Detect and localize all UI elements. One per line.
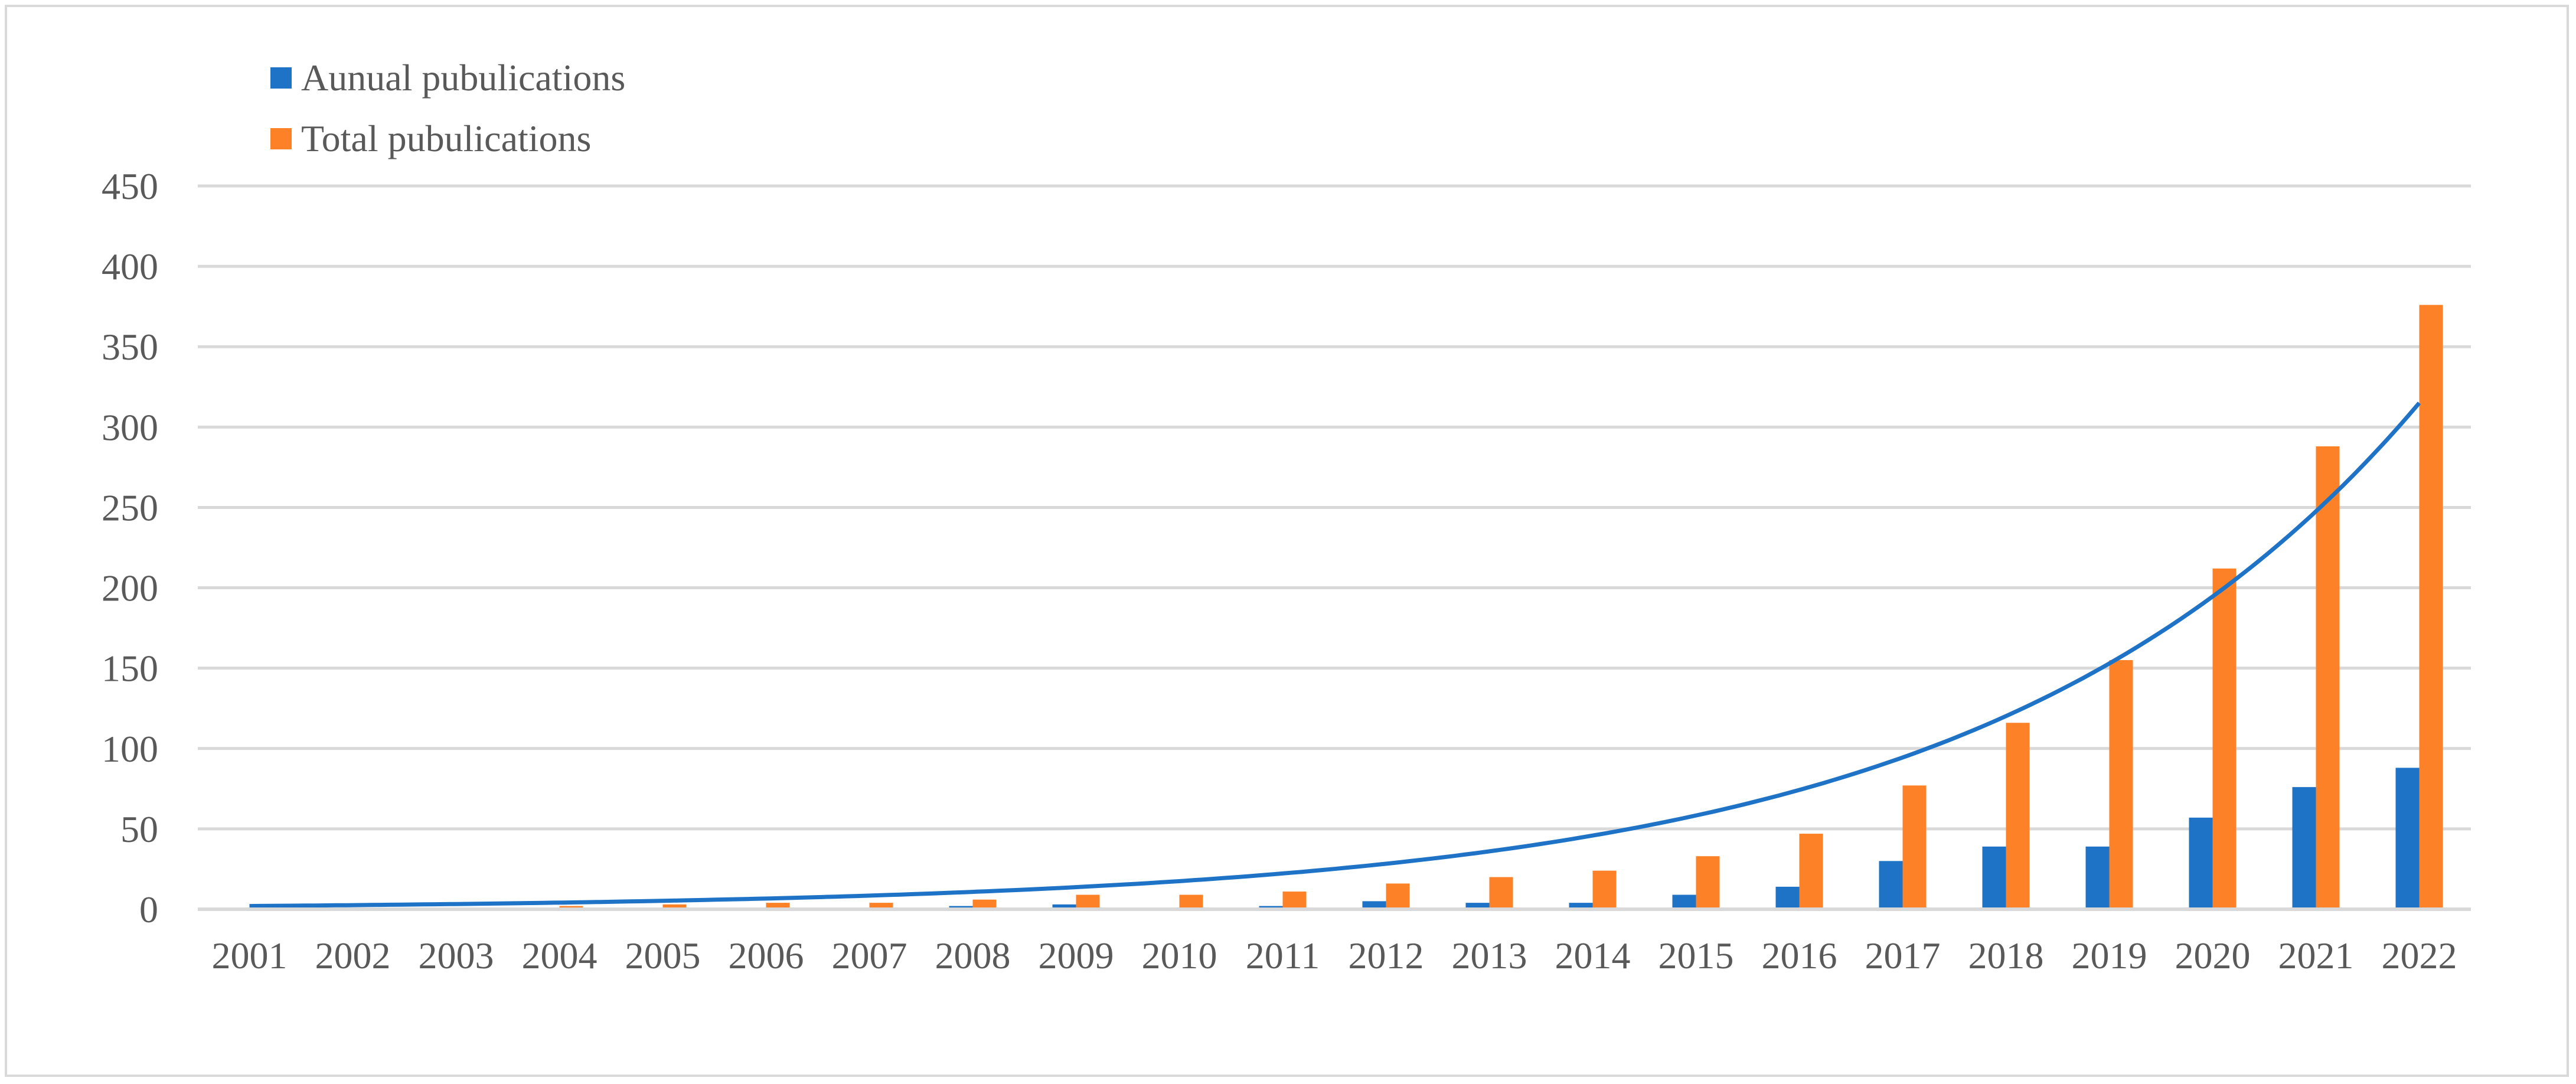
y-axis: 0 50 100 150 200 250 300 350 400 450 — [102, 165, 158, 930]
bar-annual-2019 — [2085, 846, 2110, 909]
bar-annual-2014 — [1569, 903, 1593, 909]
bar-total-2014 — [1592, 870, 1617, 909]
y-tick-label: 50 — [120, 808, 158, 850]
bar-annual-2020 — [2189, 817, 2213, 909]
y-tick-label: 0 — [139, 889, 158, 930]
bars — [226, 305, 2443, 909]
bar-total-2011 — [1282, 892, 1307, 909]
x-tick-label: 2013 — [1452, 935, 1527, 977]
bar-total-2017 — [1902, 785, 1927, 909]
bar-annual-2017 — [1879, 861, 1903, 909]
bar-annual-2016 — [1775, 886, 1800, 909]
bar-annual-2021 — [2292, 787, 2316, 909]
bar-total-2013 — [1489, 877, 1513, 909]
bar-total-2015 — [1696, 856, 1720, 909]
x-tick-label: 2014 — [1555, 935, 1631, 977]
legend-item-total: Total pubulications — [270, 117, 591, 161]
x-tick-label: 2020 — [2175, 935, 2251, 977]
x-tick-label: 2011 — [1246, 935, 1320, 977]
x-tick-label: 2022 — [2382, 935, 2457, 977]
bar-total-2021 — [2316, 446, 2340, 909]
x-tick-label: 2003 — [419, 935, 494, 977]
y-tick-label: 200 — [102, 567, 158, 609]
x-tick-label: 2015 — [1658, 935, 1734, 977]
legend-swatch-annual — [270, 67, 292, 89]
bar-total-2009 — [1076, 894, 1100, 909]
legend-item-annual: Aunual pubulications — [270, 56, 625, 100]
x-axis: 2001 2002 2003 2004 2005 2006 2007 2008 2009 2010… — [198, 907, 2471, 977]
exponential-trendline — [249, 401, 2421, 909]
bar-total-2022 — [2419, 305, 2443, 909]
bar-annual-2018 — [1982, 846, 2006, 909]
x-tick-label: 2012 — [1349, 935, 1424, 977]
x-tick-label: 2016 — [1762, 935, 1837, 977]
x-tick-label: 2006 — [729, 935, 804, 977]
bar-total-2007 — [869, 903, 893, 909]
bar-total-2010 — [1179, 894, 1203, 909]
bar-total-2019 — [2109, 660, 2133, 909]
bar-total-2008 — [972, 899, 997, 909]
x-tick-label: 2001 — [212, 935, 288, 977]
y-tick-label: 400 — [102, 246, 158, 288]
x-tick-label: 2008 — [935, 935, 1011, 977]
x-tick-label: 2007 — [832, 935, 907, 977]
bar-annual-2012 — [1362, 901, 1386, 909]
bar-total-2012 — [1386, 883, 1410, 909]
y-tick-label: 100 — [102, 728, 158, 770]
bar-total-2020 — [2212, 568, 2237, 909]
x-tick-label: 2018 — [1968, 935, 2044, 977]
x-tick-label: 2019 — [2072, 935, 2147, 977]
bar-total-2006 — [766, 903, 790, 909]
x-tick-label: 2017 — [1865, 935, 1941, 977]
legend-swatch-total — [270, 128, 292, 149]
legend-label-total: Total pubulications — [301, 117, 592, 159]
bar-annual-2013 — [1465, 903, 1490, 909]
bar-total-2005 — [662, 904, 687, 909]
bar-annual-2022 — [2395, 768, 2420, 909]
x-tick-label: 2004 — [522, 935, 598, 977]
y-tick-label: 450 — [102, 165, 158, 207]
bar-annual-2009 — [1052, 904, 1076, 909]
bar-total-2018 — [2006, 723, 2030, 909]
y-tick-label: 350 — [102, 326, 158, 368]
x-tick-label: 2005 — [625, 935, 701, 977]
y-tick-label: 250 — [102, 487, 158, 528]
x-tick-label: 2021 — [2278, 935, 2354, 977]
x-tick-label: 2010 — [1142, 935, 1217, 977]
x-tick-label: 2002 — [315, 935, 391, 977]
x-tick-label: 2009 — [1039, 935, 1114, 977]
y-tick-label: 300 — [102, 406, 158, 448]
trendline — [249, 401, 2421, 909]
bar-total-2016 — [1799, 834, 1823, 909]
y-tick-label: 150 — [102, 648, 158, 690]
legend-label-annual: Aunual pubulications — [301, 57, 626, 99]
bar-annual-2015 — [1672, 894, 1696, 909]
